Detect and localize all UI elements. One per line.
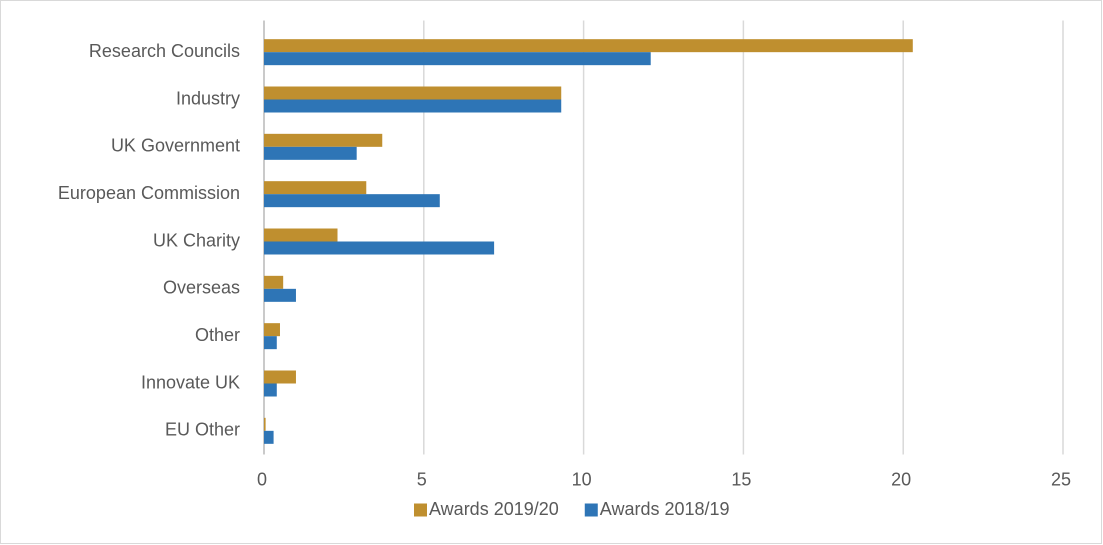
- y-tick-label: Overseas: [163, 278, 240, 298]
- legend-swatch: [584, 503, 598, 517]
- legend-label: Awards 2018/19: [600, 499, 730, 519]
- bar: [264, 417, 266, 431]
- bar: [264, 194, 440, 208]
- x-tick-label: 25: [1051, 469, 1071, 489]
- bar: [264, 39, 913, 53]
- bar: [264, 86, 562, 100]
- y-tick-label: Other: [195, 325, 240, 345]
- bar: [264, 430, 274, 444]
- bar: [264, 383, 277, 397]
- bar: [264, 275, 284, 289]
- y-tick-label: Research Councils: [89, 41, 240, 61]
- bar: [264, 241, 495, 255]
- bar: [264, 370, 296, 384]
- bar: [264, 336, 277, 350]
- x-tick-label: 15: [731, 469, 751, 489]
- bar: [264, 228, 338, 242]
- bar: [264, 99, 562, 113]
- y-tick-label: UK Government: [111, 136, 240, 156]
- bar: [264, 288, 296, 302]
- y-tick-label: Innovate UK: [141, 372, 240, 392]
- x-tick-label: 20: [891, 469, 911, 489]
- bar: [264, 133, 383, 147]
- x-tick-label: 10: [572, 469, 592, 489]
- x-tick-label: 0: [257, 469, 267, 489]
- y-tick-label: UK Charity: [153, 230, 240, 250]
- legend-label: Awards 2019/20: [429, 499, 559, 519]
- y-tick-label: European Commission: [58, 183, 240, 203]
- y-tick-label: EU Other: [165, 420, 240, 440]
- bar: [264, 146, 357, 160]
- bar: [264, 181, 367, 195]
- y-tick-label: Industry: [176, 88, 240, 108]
- bar: [264, 52, 651, 66]
- bar: [264, 323, 280, 337]
- legend-swatch: [414, 503, 427, 517]
- x-tick-label: 5: [417, 469, 427, 489]
